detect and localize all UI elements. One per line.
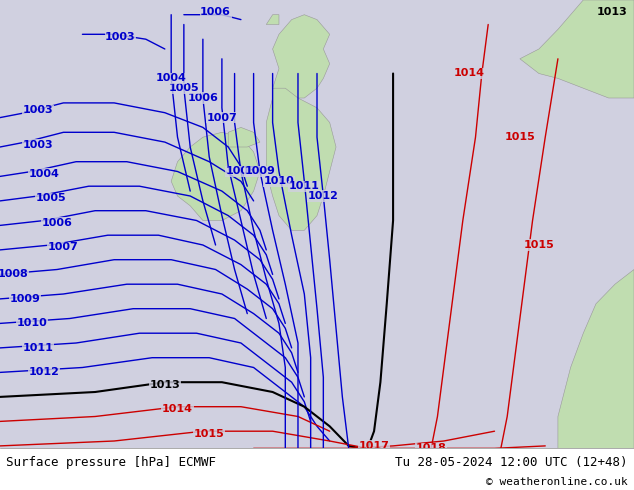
Text: 1014: 1014 [454, 69, 484, 78]
Text: 1011: 1011 [23, 343, 53, 353]
Text: 1011: 1011 [289, 181, 320, 191]
Bar [0, 448, 634, 490]
Text: 1003: 1003 [105, 32, 136, 42]
Text: 1003: 1003 [23, 140, 53, 149]
Text: 1009: 1009 [10, 294, 41, 304]
Text: 1018: 1018 [416, 443, 446, 453]
Text: 1004: 1004 [156, 74, 186, 83]
Text: 1007: 1007 [207, 113, 237, 122]
Polygon shape [273, 15, 330, 98]
Text: 1015: 1015 [505, 132, 535, 142]
Polygon shape [171, 132, 260, 220]
Text: 1006: 1006 [200, 7, 231, 17]
Polygon shape [266, 88, 336, 230]
Text: 1017: 1017 [359, 441, 389, 451]
Text: 1005: 1005 [36, 194, 66, 203]
Text: 1006: 1006 [42, 218, 72, 228]
Text: 1003: 1003 [23, 105, 53, 115]
Polygon shape [228, 127, 260, 147]
Polygon shape [558, 270, 634, 490]
Text: 1010: 1010 [264, 176, 294, 186]
Text: 1009: 1009 [245, 167, 275, 176]
Text: 1006: 1006 [188, 93, 218, 103]
Text: 1008: 1008 [0, 270, 28, 279]
Text: 1013: 1013 [150, 380, 180, 390]
Text: 1013: 1013 [597, 7, 627, 17]
Text: © weatheronline.co.uk: © weatheronline.co.uk [486, 477, 628, 487]
Text: 1008: 1008 [226, 167, 256, 176]
Text: 1005: 1005 [169, 83, 199, 93]
Text: 1015: 1015 [194, 429, 224, 439]
Text: 1007: 1007 [48, 243, 79, 252]
Polygon shape [266, 15, 279, 24]
Text: Surface pressure [hPa] ECMWF: Surface pressure [hPa] ECMWF [6, 456, 216, 469]
Text: 1015: 1015 [524, 240, 554, 250]
Text: Tu 28-05-2024 12:00 UTC (12+48): Tu 28-05-2024 12:00 UTC (12+48) [395, 456, 628, 469]
Polygon shape [520, 0, 634, 98]
Text: 1012: 1012 [29, 368, 60, 377]
Text: 1010: 1010 [16, 318, 47, 328]
Text: 1012: 1012 [308, 191, 339, 201]
Text: 1004: 1004 [29, 169, 60, 179]
Text: 1014: 1014 [162, 404, 193, 414]
